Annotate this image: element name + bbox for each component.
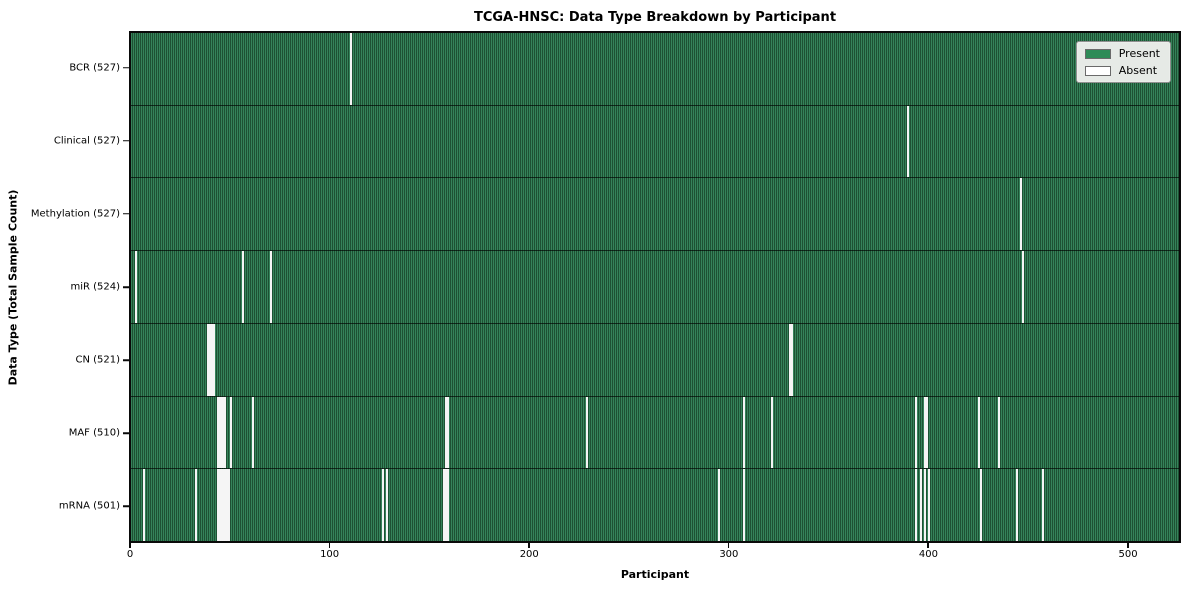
absent-stripe xyxy=(270,251,273,323)
chart-title: TCGA-HNSC: Data Type Breakdown by Partic… xyxy=(473,10,837,25)
absent-stripe xyxy=(230,396,233,469)
heatmap-row-miR xyxy=(131,251,1179,324)
x-axis-label: Participant xyxy=(620,568,690,581)
legend-swatch-absent-icon xyxy=(1084,65,1111,76)
heatmap-row-mRNA xyxy=(131,469,1179,542)
absent-stripe xyxy=(914,396,917,469)
x-tick-mark xyxy=(727,543,730,548)
absent-stripe xyxy=(1021,251,1024,323)
x-tick-mark xyxy=(129,543,131,548)
absent-stripe xyxy=(220,396,223,469)
absent-stripe xyxy=(717,469,720,542)
legend-entry-absent: Absent xyxy=(1084,64,1160,77)
absent-stripe xyxy=(224,469,227,542)
x-tick-mark xyxy=(328,543,331,548)
absent-stripe xyxy=(134,251,137,323)
x-tick-label: 200 xyxy=(519,549,539,560)
absent-stripe xyxy=(978,396,981,469)
absent-stripe xyxy=(194,469,197,542)
absent-stripe xyxy=(926,396,929,469)
y-tick-label-BCR: BCR (527) xyxy=(69,62,120,74)
absent-stripe xyxy=(914,469,917,542)
absent-stripe xyxy=(447,396,450,469)
x-tick-label: 100 xyxy=(320,549,340,560)
absent-stripe xyxy=(216,396,219,469)
absent-stripe xyxy=(443,469,446,542)
absent-stripe xyxy=(771,396,774,469)
absent-stripe xyxy=(242,251,245,323)
absent-stripe xyxy=(220,469,223,542)
absent-stripe xyxy=(228,469,231,542)
absent-stripe xyxy=(924,469,927,542)
legend-label-absent: Absent xyxy=(1118,64,1158,77)
x-tick-label: 400 xyxy=(918,549,939,560)
absent-stripe xyxy=(226,469,229,542)
absent-stripe xyxy=(222,396,225,469)
absent-stripe xyxy=(789,323,792,396)
absent-stripe xyxy=(216,469,219,542)
y-tick-mark xyxy=(123,286,129,288)
y-tick-label-Clinical: Clinical (527) xyxy=(53,135,120,147)
heatmap-rows xyxy=(131,33,1179,542)
absent-stripe xyxy=(208,323,211,396)
x-tick-label: 500 xyxy=(1118,549,1138,560)
absent-stripe xyxy=(980,469,983,542)
absent-stripe xyxy=(381,469,384,542)
y-tick-mark xyxy=(123,139,129,142)
heatmap-row-Clinical xyxy=(131,105,1179,179)
y-tick-mark xyxy=(123,66,129,69)
heatmap-row-MAF xyxy=(131,396,1179,470)
y-tick-label-mRNA: mRNA (501) xyxy=(58,500,120,512)
plot-area: Present Absent xyxy=(129,31,1181,543)
absent-stripe xyxy=(447,469,450,542)
x-tick-label: 300 xyxy=(719,549,739,560)
absent-stripe xyxy=(920,469,923,542)
absent-stripe xyxy=(743,396,746,469)
y-tick-mark xyxy=(123,432,129,435)
absent-stripe xyxy=(743,469,746,542)
absent-stripe xyxy=(385,469,388,542)
y-tick-label-miR: miR (524) xyxy=(70,281,120,293)
absent-stripe xyxy=(206,323,209,396)
y-tick-label-CN: CN (521) xyxy=(75,354,120,366)
heatmap-row-CN xyxy=(131,323,1179,397)
absent-stripe xyxy=(222,469,225,542)
y-tick-mark xyxy=(123,213,129,215)
absent-stripe xyxy=(906,105,909,178)
legend-label-present: Present xyxy=(1118,47,1160,60)
absent-stripe xyxy=(928,469,931,542)
absent-stripe xyxy=(252,396,255,469)
y-tick-label-Methylation: Methylation (527) xyxy=(30,208,120,220)
absent-stripe xyxy=(218,469,221,542)
absent-stripe xyxy=(1019,178,1022,251)
absent-stripe xyxy=(998,396,1001,469)
y-tick-mark xyxy=(123,505,129,508)
absent-stripe xyxy=(1015,469,1018,542)
absent-stripe xyxy=(924,396,927,469)
heatmap-row-Methylation xyxy=(131,178,1179,252)
legend: Present Absent xyxy=(1075,41,1171,83)
legend-entry-present: Present xyxy=(1084,47,1160,60)
absent-stripe xyxy=(1041,469,1044,542)
y-tick-label-MAF: MAF (510) xyxy=(68,427,120,439)
legend-swatch-present-icon xyxy=(1084,48,1111,59)
absent-stripe xyxy=(218,396,221,469)
absent-stripe xyxy=(791,323,794,396)
absent-stripe xyxy=(349,33,352,105)
x-tick-mark xyxy=(927,543,929,548)
heatmap-row-BCR xyxy=(131,33,1179,106)
x-tick-label: 0 xyxy=(126,549,134,560)
absent-stripe xyxy=(445,396,448,469)
absent-stripe xyxy=(210,323,213,396)
absent-stripe xyxy=(224,396,227,469)
y-tick-mark xyxy=(123,359,129,361)
absent-stripe xyxy=(212,323,215,396)
absent-stripe xyxy=(445,469,448,542)
absent-stripe xyxy=(142,469,145,542)
absent-stripe xyxy=(586,396,589,469)
x-tick-mark xyxy=(528,543,530,548)
x-tick-mark xyxy=(1127,543,1129,548)
